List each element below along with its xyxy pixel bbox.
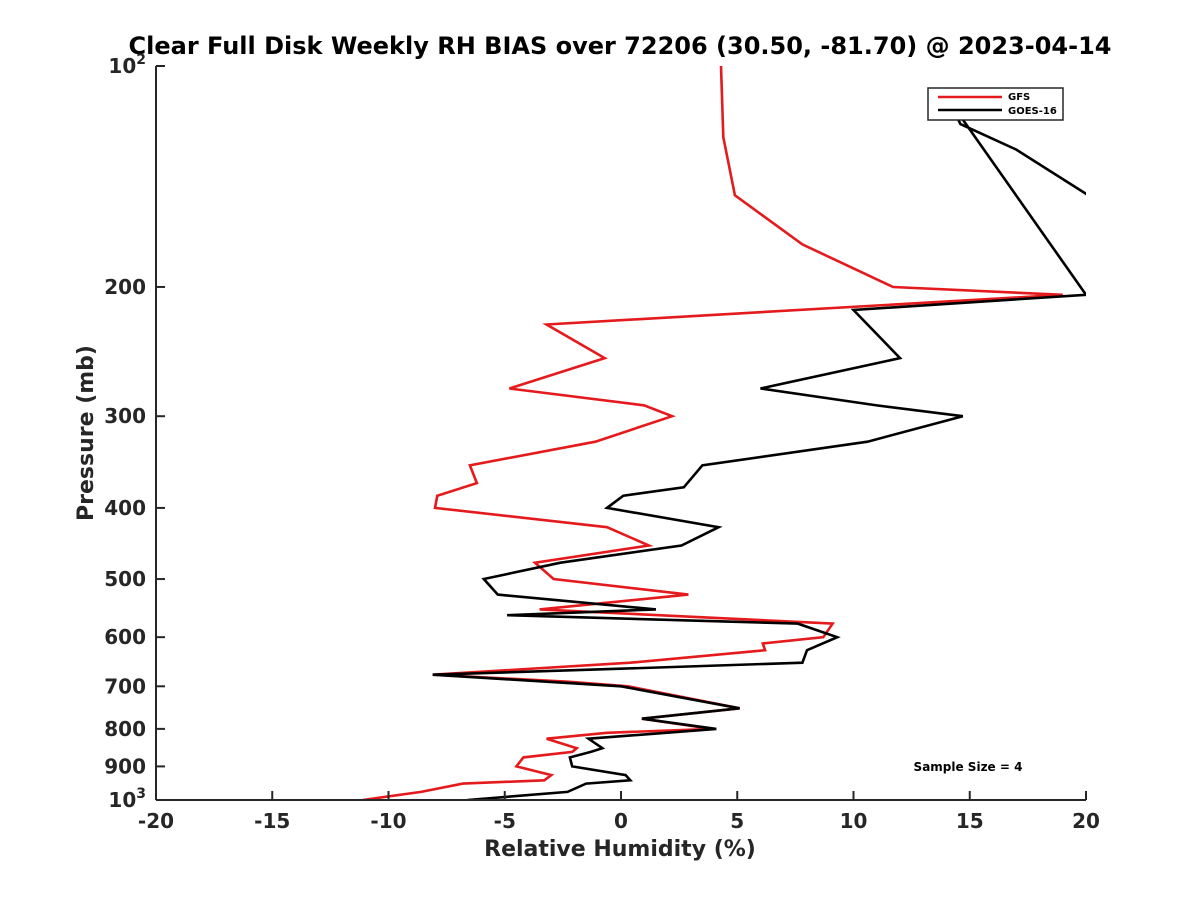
y-tick-label: 400 bbox=[104, 496, 146, 520]
legend-label-gfs: GFS bbox=[1008, 92, 1030, 103]
x-tick-label: -20 bbox=[138, 809, 174, 833]
legend-box bbox=[927, 87, 1064, 121]
y-tick-label: 600 bbox=[104, 625, 146, 649]
ticks: -20 -15 -10 -5 0 5 10 15 20 102 200 300 400 500 600 700… bbox=[104, 52, 1100, 833]
x-tick-label: -15 bbox=[254, 809, 290, 833]
x-tick-label: 5 bbox=[730, 809, 744, 833]
y-tick-label: 700 bbox=[104, 674, 146, 698]
x-tick-label: 0 bbox=[614, 809, 628, 833]
legend-label-goes16: GOES-16 bbox=[1008, 106, 1057, 117]
y-tick-label: 200 bbox=[104, 275, 146, 299]
series-line-gfs bbox=[362, 66, 1063, 800]
sample-size-annotation: Sample Size = 4 bbox=[914, 760, 1023, 774]
chart-title: Clear Full Disk Weekly RH BIAS over 7220… bbox=[129, 32, 1112, 60]
x-axis-label: Relative Humidity (%) bbox=[484, 837, 756, 862]
y-tick-label: 900 bbox=[104, 754, 146, 778]
series-line-goes16 bbox=[432, 95, 1086, 800]
x-tick-label: 20 bbox=[1072, 809, 1100, 833]
series-layer bbox=[362, 66, 1086, 800]
y-axis-label: Pressure (mb) bbox=[74, 345, 99, 521]
x-tick-label: 10 bbox=[840, 809, 868, 833]
x-tick-label: -5 bbox=[494, 809, 516, 833]
y-tick-label: 800 bbox=[104, 717, 146, 741]
y-tick-label: 102 bbox=[108, 52, 146, 78]
x-tick-label: 15 bbox=[956, 809, 984, 833]
y-tick-label: 300 bbox=[104, 404, 146, 428]
y-tick-label: 500 bbox=[104, 567, 146, 591]
legend: GFS GOES-16 bbox=[927, 87, 1064, 121]
x-tick-label: -10 bbox=[370, 809, 406, 833]
